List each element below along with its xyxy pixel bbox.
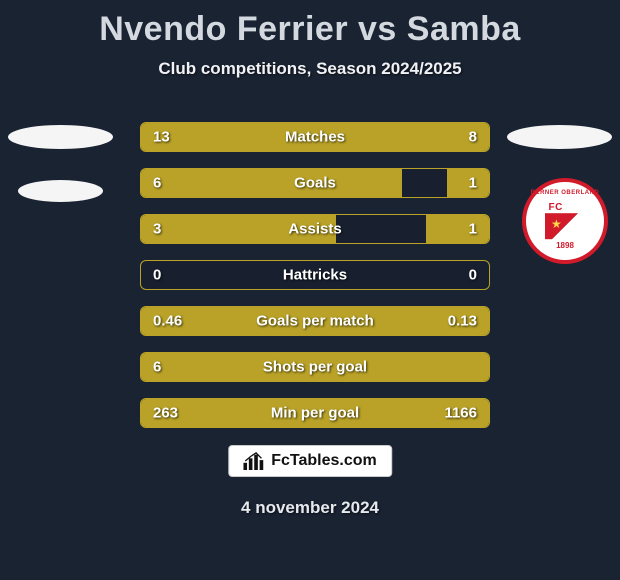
bar-row: 0.46 0.13 Goals per match [140,306,490,336]
club-badge-flag: ★ [545,213,585,239]
bar-label: Goals [294,175,336,192]
bar-label: Hattricks [283,267,347,284]
bar-fill-left [141,169,402,197]
club-badge-fc-thun: BERNER OBERLAND FC THUN ★ 1898 [522,178,608,264]
bar-value-right: 0.13 [448,313,477,330]
bar-label: Goals per match [256,313,374,330]
bar-value-left: 13 [153,129,170,146]
club-badge-year: 1898 [556,241,574,250]
brand-box[interactable]: FcTables.com [228,445,392,477]
bar-value-left: 6 [153,175,161,192]
bar-label: Assists [288,221,341,238]
bar-row: 6 1 Goals [140,168,490,198]
bar-row: 3 1 Assists [140,214,490,244]
bar-row: 13 8 Matches [140,122,490,152]
star-icon: ★ [551,217,562,231]
bar-row: 263 1166 Min per goal [140,398,490,428]
club-badge-top-text: BERNER OBERLAND [531,190,600,196]
player-left-photo-placeholder-2 [18,180,103,202]
bar-chart-icon [243,452,265,470]
bar-label: Matches [285,129,345,146]
subtitle: Club competitions, Season 2024/2025 [0,59,620,79]
bar-value-right: 1 [469,175,477,192]
brand-text: FcTables.com [271,452,377,470]
bar-value-right: 8 [469,129,477,146]
page-title: Nvendo Ferrier vs Samba [0,0,620,49]
bar-label: Shots per goal [263,359,367,376]
bar-fill-right [426,215,489,243]
bar-value-right: 1 [469,221,477,238]
bar-value-left: 3 [153,221,161,238]
bar-value-right: 1166 [444,405,477,422]
bar-value-left: 6 [153,359,161,376]
bar-value-left: 0.46 [153,313,182,330]
player-right-photo-placeholder [507,125,612,149]
comparison-bars: 13 8 Matches 6 1 Goals 3 1 Assists 0 0 Hattricks 0.4… [140,122,490,444]
bar-value-left: 263 [153,405,178,422]
bar-label: Min per goal [271,405,359,422]
bar-value-left: 0 [153,267,161,284]
bar-row: 6 Shots per goal [140,352,490,382]
date-text: 4 november 2024 [241,498,379,518]
bar-value-right: 0 [469,267,477,284]
player-left-photo-placeholder-1 [8,125,113,149]
bar-row: 0 0 Hattricks [140,260,490,290]
